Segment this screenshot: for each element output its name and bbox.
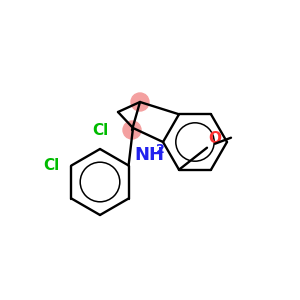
Text: O: O (208, 131, 221, 146)
Text: 2: 2 (156, 143, 165, 156)
Text: Cl: Cl (43, 158, 59, 173)
Text: Cl: Cl (92, 123, 108, 138)
Circle shape (123, 121, 141, 139)
Text: NH: NH (134, 146, 164, 164)
Circle shape (131, 93, 149, 111)
